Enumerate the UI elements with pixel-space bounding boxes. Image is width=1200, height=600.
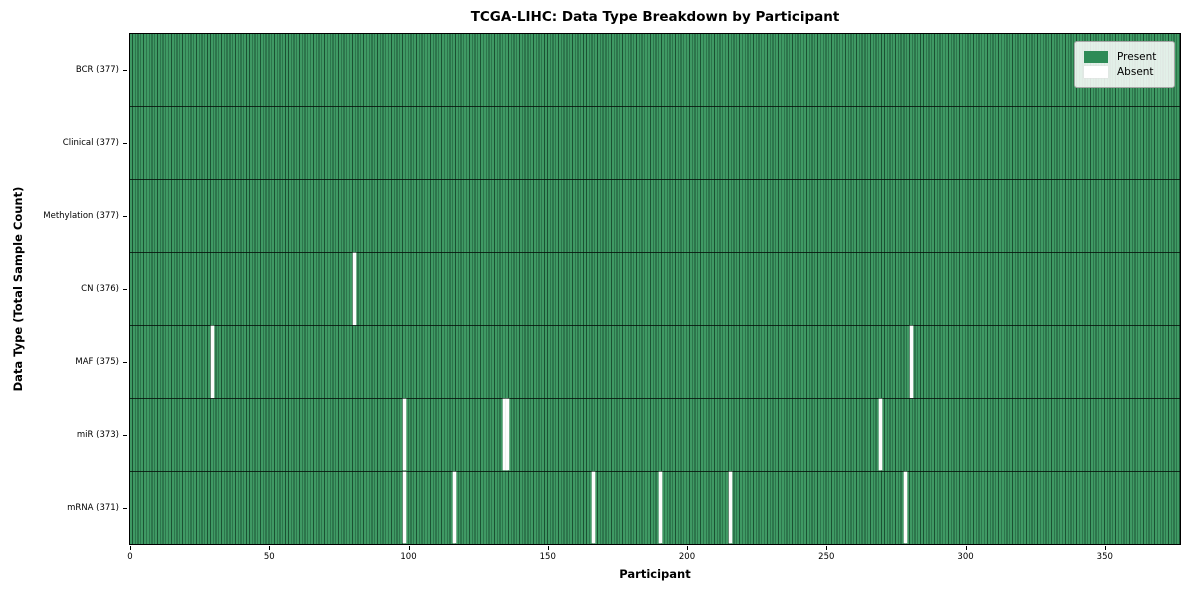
y-tick-mark xyxy=(123,216,127,218)
y-tick-mark xyxy=(123,289,127,290)
y-tick-mark xyxy=(123,143,127,145)
x-tick-mark xyxy=(826,546,828,550)
x-axis: 0 50 100 150 200 250 300 350 xyxy=(127,545,1181,579)
absent-cell-marker xyxy=(728,471,732,544)
x-tick-mark xyxy=(130,546,131,550)
y-axis-tick-label: mRNA (371) xyxy=(67,502,119,513)
legend-item-absent: Absent xyxy=(1084,66,1165,78)
legend-item-present: Present xyxy=(1084,51,1165,63)
absent-cell-marker xyxy=(505,398,509,471)
x-tick-mark xyxy=(965,546,967,550)
y-tick-mark xyxy=(123,70,127,72)
x-axis-tick-label: 150 xyxy=(539,552,556,562)
absent-cell-marker xyxy=(453,471,456,544)
y-axis-tick-label: Methylation (377) xyxy=(43,211,119,222)
y-axis-tick-label: BCR (377) xyxy=(75,65,119,76)
row-separator xyxy=(130,324,1180,326)
absent-cell-marker xyxy=(909,326,913,398)
y-tick-mark xyxy=(123,434,127,436)
legend-swatch-absent-icon xyxy=(1084,66,1108,78)
x-tick-mark xyxy=(408,546,410,550)
y-axis-tick-label: miR (373) xyxy=(76,429,119,440)
absent-cell-marker xyxy=(592,471,596,544)
x-axis-tick-label: 100 xyxy=(400,552,417,562)
x-tick-mark xyxy=(269,546,271,550)
row-separator xyxy=(130,179,1180,181)
x-axis-tick-label: 300 xyxy=(957,552,974,562)
legend-swatch-present-icon xyxy=(1084,51,1108,63)
x-tick-mark xyxy=(547,546,549,550)
absent-cell-marker xyxy=(503,398,506,471)
y-axis-tick-label: MAF (375) xyxy=(75,356,119,367)
x-axis-tick-label: 0 xyxy=(127,552,133,562)
y-tick-mark xyxy=(123,361,127,363)
x-axis-tick-label: 350 xyxy=(1096,552,1113,562)
y-axis-tick-label: CN (376) xyxy=(81,284,119,294)
row-separator xyxy=(130,470,1180,472)
x-axis-title: Participant xyxy=(619,567,691,581)
x-tick-mark xyxy=(687,546,689,550)
x-axis-tick-label: 50 xyxy=(263,552,275,562)
x-tick-mark xyxy=(1104,546,1106,550)
y-axis-tick-label: Clinical (377) xyxy=(62,138,119,149)
x-axis-tick-label: 200 xyxy=(678,552,696,562)
row-separator xyxy=(130,397,1180,399)
plot-area: Present Absent xyxy=(129,33,1181,545)
chart-title: TCGA-LIHC: Data Type Breakdown by Partic… xyxy=(470,9,840,25)
y-axis: BCR (377) Clinical (377) Methylation (377)… xyxy=(0,33,129,545)
x-axis-tick-label: 250 xyxy=(818,552,835,562)
absent-cell-marker xyxy=(904,471,908,544)
legend: Present Absent xyxy=(1074,41,1175,88)
absent-cell-marker xyxy=(210,326,214,398)
row-separator xyxy=(130,106,1180,108)
absent-cell-marker xyxy=(352,253,356,325)
absent-cell-marker xyxy=(659,471,662,544)
absent-cell-marker xyxy=(879,398,882,471)
legend-label-absent: Absent xyxy=(1117,66,1154,78)
y-tick-mark xyxy=(123,507,127,509)
legend-label-present: Present xyxy=(1117,51,1157,63)
absent-cell-marker xyxy=(402,398,406,471)
absent-cell-marker xyxy=(402,471,406,544)
row-separator xyxy=(130,252,1180,254)
